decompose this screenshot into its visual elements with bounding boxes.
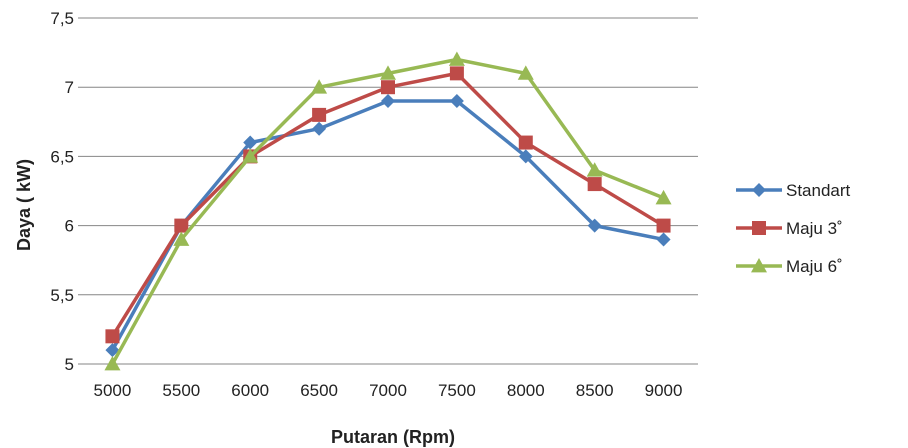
legend-item-1: Standart [736, 181, 851, 200]
series-2-point-4 [381, 80, 395, 95]
x-tick-label-4: 7000 [369, 381, 407, 400]
y-tick-label-2: 6 [65, 217, 74, 236]
series-3-point-8 [655, 189, 672, 205]
series-1-point-2 [243, 135, 258, 150]
x-tick-label-8: 9000 [645, 381, 683, 400]
legend-label-2: Maju 3˚ [786, 219, 843, 238]
legend-label-3: Maju 6˚ [786, 257, 843, 276]
x-tick-labels: 5000 5500 6000 6500 7000 7500 8000 8500 9000 [94, 381, 683, 400]
series-1-point-5 [449, 94, 464, 109]
x-tick-label-2: 6000 [231, 381, 269, 400]
series-3-point-7 [586, 162, 603, 177]
series-3-point-5 [448, 51, 465, 66]
series-3 [104, 51, 672, 371]
series-3-point-2 [242, 148, 259, 163]
series-2 [105, 66, 671, 344]
series-1-point-3 [312, 121, 327, 136]
legend-item-2: Maju 3˚ [736, 219, 843, 238]
gridlines [78, 17, 698, 296]
y-tick-label-5: 7,5 [50, 9, 74, 28]
series-2-line [110, 71, 665, 338]
series-3-point-6 [517, 65, 534, 80]
legend-swatch-marker-1 [752, 183, 766, 197]
y-tick-labels: 5 5,5 6 6,5 7 7,5 [50, 9, 74, 374]
x-axis-title: Putaran (Rpm) [331, 427, 455, 447]
series-2-point-3 [312, 107, 327, 122]
x-tick-label-3: 6500 [300, 381, 338, 400]
y-tick-label-1: 5,5 [50, 286, 74, 305]
legend-swatch-marker-2 [752, 221, 766, 235]
x-tick-label-5: 7500 [438, 381, 476, 400]
series-3-point-3 [311, 79, 328, 94]
y-tick-label-0: 5 [65, 355, 74, 374]
series-2-point-8 [656, 218, 671, 233]
series-2-point-5 [449, 66, 464, 81]
series-2-point-1 [174, 218, 189, 233]
y-tick-label-3: 6,5 [50, 147, 74, 166]
series-1 [105, 94, 671, 358]
y-axis-title: Daya ( kW) [14, 159, 34, 251]
legend-label-1: Standart [786, 181, 851, 200]
x-tick-label-6: 8000 [507, 381, 545, 400]
legend-item-3: Maju 6˚ [736, 257, 843, 276]
series-1-point-8 [656, 232, 671, 247]
legend: Standart Maju 3˚ Maju 6˚ [736, 181, 851, 276]
series-3-point-4 [380, 65, 396, 80]
series-1-point-6 [518, 149, 533, 164]
series-2-point-0 [105, 329, 120, 344]
x-tick-label-7: 8500 [576, 381, 614, 400]
series-2-point-6 [518, 135, 533, 150]
series-2-point-7 [587, 177, 602, 192]
series-1-point-4 [381, 94, 395, 109]
x-tick-label-1: 5500 [162, 381, 200, 400]
y-tick-label-4: 7 [65, 78, 74, 97]
x-tick-label-0: 5000 [94, 381, 132, 400]
series-3-point-1 [173, 231, 190, 246]
series-1-point-7 [587, 218, 602, 233]
series-3-point-0 [104, 356, 121, 371]
series-group [104, 51, 672, 371]
series-1-point-0 [105, 343, 120, 358]
legend-swatch-marker-3 [751, 258, 767, 273]
